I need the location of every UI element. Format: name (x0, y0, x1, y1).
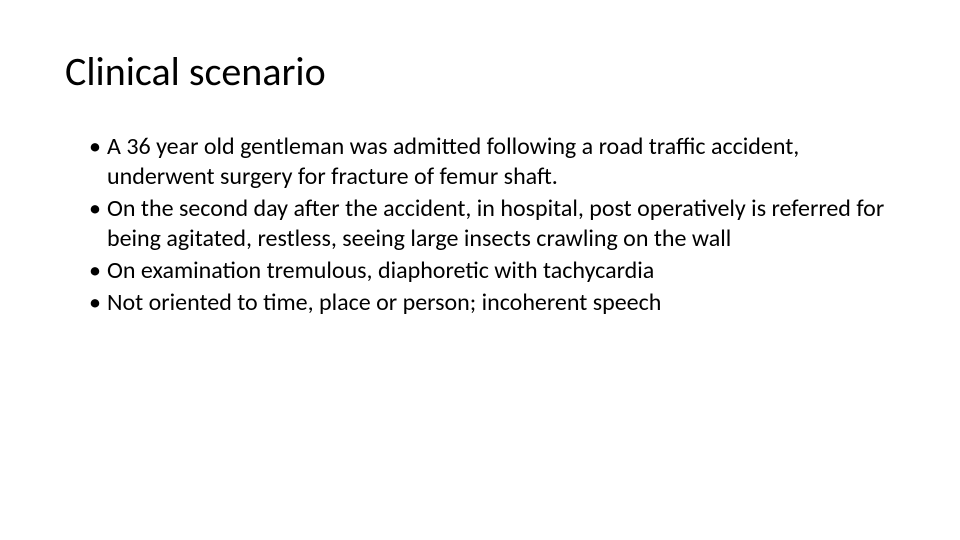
bullet-item: On the second day after the accident, in… (89, 194, 895, 254)
slide: Clinical scenario A 36 year old gentlema… (0, 0, 960, 540)
bullet-item: Not oriented to time, place or person; i… (89, 288, 895, 318)
bullet-list: A 36 year old gentleman was admitted fol… (65, 132, 895, 318)
slide-title: Clinical scenario (65, 50, 895, 94)
bullet-item: A 36 year old gentleman was admitted fol… (89, 132, 895, 192)
bullet-item: On examination tremulous, diaphoretic wi… (89, 256, 895, 286)
